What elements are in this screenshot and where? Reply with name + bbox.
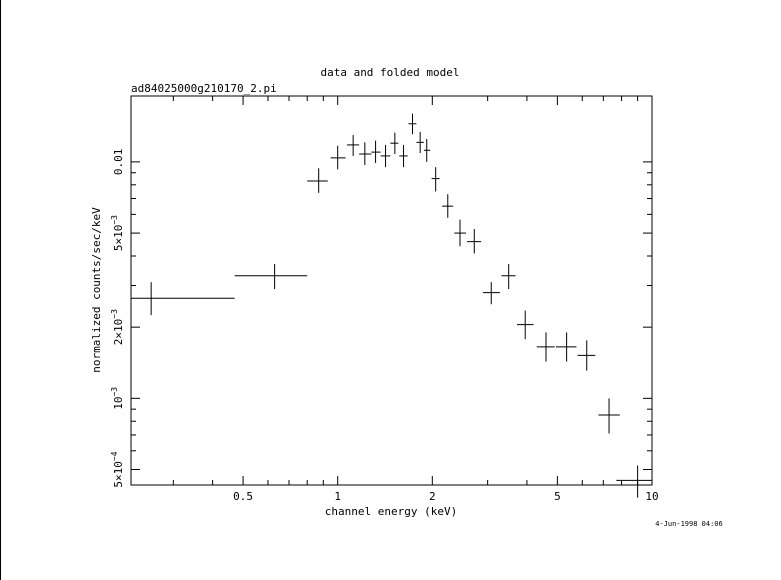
data-point [483,282,500,305]
y-tick-label: 2×10−3 [110,309,125,345]
data-point [501,263,516,290]
data-point [359,142,372,166]
data-point [416,131,424,154]
y-tick-label: 5×10−4 [110,451,125,487]
y-axis-label: normalized counts/sec/keV [90,207,103,373]
data-point [408,113,417,135]
data-point [598,398,620,434]
data-point [431,167,440,192]
x-tick-label: 0.5 [233,490,253,503]
axis-ticks [131,96,653,485]
data-point [330,145,346,170]
plot-frame [130,95,653,486]
data-point [423,138,431,162]
data-point [442,194,454,218]
data-point [467,229,482,254]
x-tick-label: 5 [554,490,561,503]
x-tick-label: 1 [334,490,341,503]
y-tick-label: 5×10−3 [110,215,125,251]
data-point [556,332,577,362]
data-point [390,132,399,155]
chart-title: data and folded model [320,66,459,79]
data-point [399,144,408,168]
chart-subtitle: ad84025000g210170_2.pi [131,82,277,95]
data-point [616,465,652,498]
data-point [454,219,467,247]
timestamp-label: 4-Jun-1998 04:06 [655,520,722,528]
data-point [346,134,360,156]
data-point [234,263,308,290]
y-tick-labels: 5×10−4 10−3 2×10−3 5×10−3 0.01 [110,149,125,488]
data-point [380,144,391,168]
x-axis-label: channel energy (keV) [325,505,457,518]
x-tick-label: 10 [645,490,658,503]
data-point [371,140,381,163]
data-points [131,113,652,498]
y-tick-label: 10−3 [110,387,125,410]
data-point [307,168,328,193]
data-point [131,282,235,316]
y-tick-label: 0.01 [112,149,125,176]
page-left-border [0,0,1,580]
data-point [517,310,534,340]
x-tick-label: 2 [429,490,436,503]
data-point [536,332,555,362]
x-tick-labels: 0.5 1 2 5 10 [233,490,658,503]
data-point [577,340,596,371]
